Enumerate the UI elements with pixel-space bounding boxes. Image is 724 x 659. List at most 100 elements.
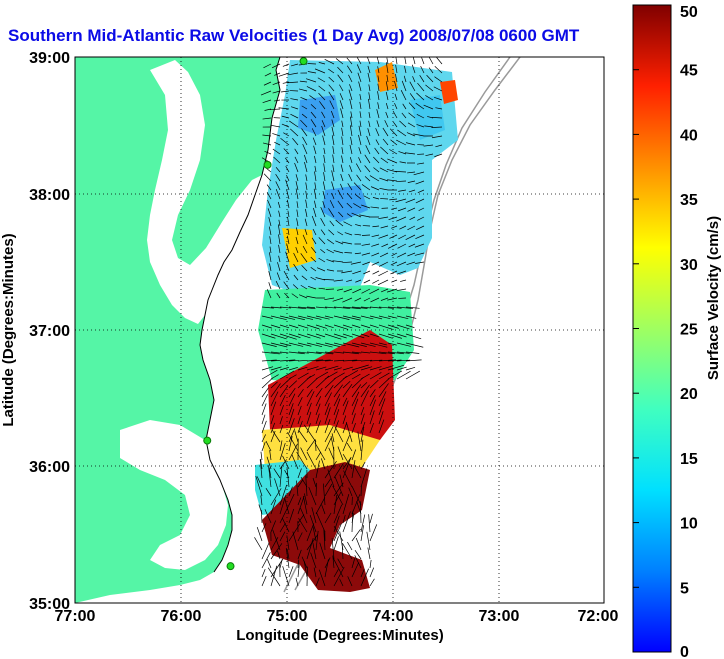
velocity-vector — [416, 124, 425, 128]
velocity-vector — [357, 57, 362, 65]
velocity-vector — [318, 569, 326, 587]
velocity-vector — [339, 100, 344, 110]
velocity-vector — [297, 549, 302, 560]
velocity-vector — [401, 112, 407, 119]
x-tick-label: 73:00 — [479, 608, 520, 625]
velocity-vector — [328, 84, 335, 92]
velocity-vector — [341, 147, 344, 155]
velocity-vector — [324, 407, 331, 425]
velocity-vector — [261, 442, 266, 452]
x-axis-label: Longitude (Degrees:Minutes) — [236, 627, 444, 644]
velocity-vector — [390, 139, 398, 146]
field-deep-red-south — [262, 462, 370, 592]
velocity-vector — [305, 199, 308, 209]
velocity-vector — [425, 153, 434, 157]
velocity-vector — [403, 75, 407, 83]
velocity-vector — [360, 315, 374, 320]
y-tick-label: 39:00 — [29, 50, 70, 67]
velocity-vector — [301, 113, 308, 119]
colorbar-tick-label: 30 — [680, 257, 698, 274]
velocity-vector — [261, 420, 267, 434]
velocity-vector — [297, 372, 309, 380]
velocity-vector — [351, 377, 364, 389]
velocity-vector — [337, 446, 344, 461]
velocity-vector — [302, 496, 308, 515]
velocity-vector — [263, 173, 272, 182]
velocity-vector — [396, 366, 407, 371]
velocity-vector — [371, 252, 380, 257]
velocity-vector — [434, 66, 443, 74]
velocity-vector — [268, 226, 272, 236]
velocity-vector — [315, 351, 334, 355]
velocity-vector — [346, 65, 353, 74]
velocity-vector — [298, 517, 308, 533]
velocity-vector — [359, 111, 362, 119]
velocity-vector — [425, 95, 434, 101]
velocity-vector — [377, 91, 380, 101]
velocity-vector — [315, 277, 326, 281]
velocity-vector — [379, 177, 389, 182]
velocity-vector — [279, 342, 292, 347]
velocity-vector — [279, 440, 283, 452]
velocity-vector — [333, 375, 347, 389]
velocity-vector — [367, 72, 371, 83]
velocity-vector — [279, 443, 286, 461]
velocity-vector — [350, 111, 353, 119]
velocity-vector — [342, 261, 353, 263]
velocity-vector — [323, 529, 326, 551]
velocity-vector — [360, 359, 373, 362]
velocity-vector — [314, 442, 326, 461]
velocity-vector — [396, 306, 414, 309]
velocity-vector — [336, 288, 344, 291]
velocity-vector — [351, 324, 361, 328]
velocity-vector — [329, 100, 335, 110]
velocity-vector — [358, 147, 362, 155]
velocity-vector — [385, 81, 389, 92]
velocity-vector — [387, 333, 402, 339]
velocity-vector — [368, 112, 371, 119]
velocity-vector — [378, 324, 393, 330]
velocity-vector — [351, 384, 362, 398]
velocity-vector — [306, 451, 317, 470]
velocity-vector — [294, 156, 299, 164]
velocity-vector — [295, 236, 299, 245]
velocity-vector — [324, 478, 332, 488]
velocity-vector — [389, 198, 398, 201]
velocity-vector — [310, 276, 317, 281]
velocity-vector — [261, 542, 270, 560]
velocity-vector — [306, 423, 311, 434]
velocity-vector — [409, 81, 416, 92]
velocity-vector — [342, 511, 351, 533]
velocity-vector — [292, 531, 299, 551]
velocity-vector — [363, 270, 371, 275]
velocity-vector — [279, 504, 290, 524]
velocity-vector — [333, 536, 339, 551]
velocity-vector — [391, 207, 398, 210]
velocity-vector — [297, 559, 300, 569]
velocity-vector — [360, 413, 365, 425]
velocity-vector — [369, 372, 382, 380]
velocity-vector — [351, 306, 368, 309]
velocity-vector — [315, 315, 330, 320]
velocity-vector — [375, 128, 380, 137]
velocity-vector — [331, 135, 335, 146]
velocity-vector — [261, 568, 266, 578]
velocity-vector — [312, 477, 317, 488]
velocity-vector — [261, 576, 267, 587]
velocity-vector — [369, 422, 374, 434]
velocity-vector — [387, 324, 399, 329]
velocity-vector — [355, 224, 362, 227]
velocity-vector — [291, 454, 299, 470]
velocity-vector — [287, 210, 290, 218]
velocity-vector — [347, 576, 353, 587]
velocity-vector — [324, 483, 333, 497]
velocity-vector — [327, 239, 335, 245]
velocity-vector — [296, 209, 299, 218]
colorbar-tick-label: 50 — [680, 4, 698, 21]
velocity-vector — [277, 201, 281, 209]
velocity-vector — [425, 84, 434, 92]
velocity-vector — [386, 288, 398, 293]
velocity-vector — [306, 391, 315, 407]
velocity-vector — [322, 181, 326, 191]
velocity-vector — [404, 57, 407, 65]
